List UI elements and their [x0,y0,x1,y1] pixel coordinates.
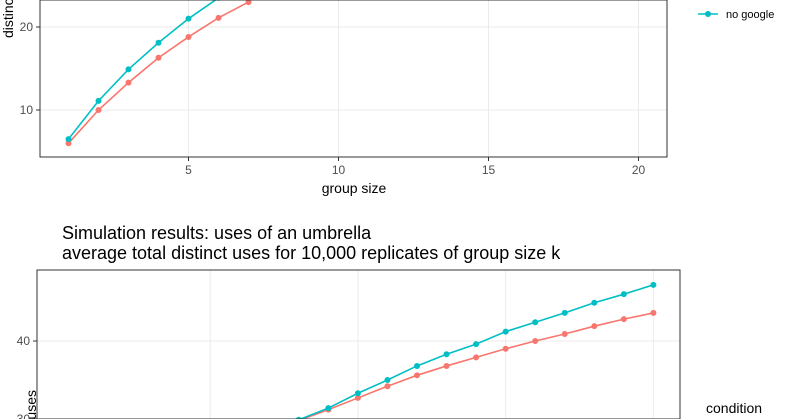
point [532,319,539,326]
panel-border [36,269,681,419]
panel: 10 20 5 10 15 20 no google [20,0,774,177]
point [325,405,332,412]
point [591,323,598,330]
chart-title: Simulation results: uses of an umbrella [62,223,372,243]
point [443,351,450,358]
point [502,345,509,352]
point [95,97,102,104]
x-tick-label: 20 [632,163,646,177]
y-tick-label: 30 [17,412,31,419]
point [591,299,598,306]
x-tick-label: 5 [185,163,192,177]
point [185,33,192,40]
point [155,39,162,46]
point [155,54,162,61]
series [295,281,657,419]
point [354,390,361,397]
point [620,291,627,298]
panel: 30405101520 [17,269,681,419]
line [67,1,249,144]
series [65,0,252,147]
y-tick-label: 40 [17,334,31,348]
point [443,362,450,369]
point [384,383,391,390]
panel-border [39,0,668,158]
point [95,107,102,114]
point [125,66,132,73]
point [473,354,480,361]
point [185,15,192,22]
legend-title: condition [706,400,762,416]
line [67,0,217,140]
line [300,312,654,419]
point [354,394,361,401]
point [245,0,252,6]
series [296,309,657,419]
series [65,0,221,143]
point [561,309,568,316]
point [650,281,657,288]
point [384,376,391,383]
legend-key [705,11,711,17]
point [414,362,421,369]
point [65,136,72,143]
legend-label: no google [726,9,774,21]
point [620,316,627,323]
point [125,79,132,86]
x-tick-label: 10 [332,163,346,177]
point [473,341,480,348]
point [295,416,302,419]
chart-subtitle: average total distinct uses for 10,000 r… [62,243,561,263]
line [298,284,654,419]
x-axis-title: group size [322,180,387,196]
point [215,14,222,21]
point [532,337,539,344]
point [502,328,509,335]
y-axis-title: distinct uses [0,0,16,38]
y-axis-title: uses [23,390,39,419]
y-tick-label: 20 [20,20,34,34]
y-tick-label: 10 [20,103,34,117]
point [414,372,421,379]
point [561,330,568,337]
point [65,140,72,147]
point [650,309,657,316]
x-tick-label: 15 [482,163,496,177]
